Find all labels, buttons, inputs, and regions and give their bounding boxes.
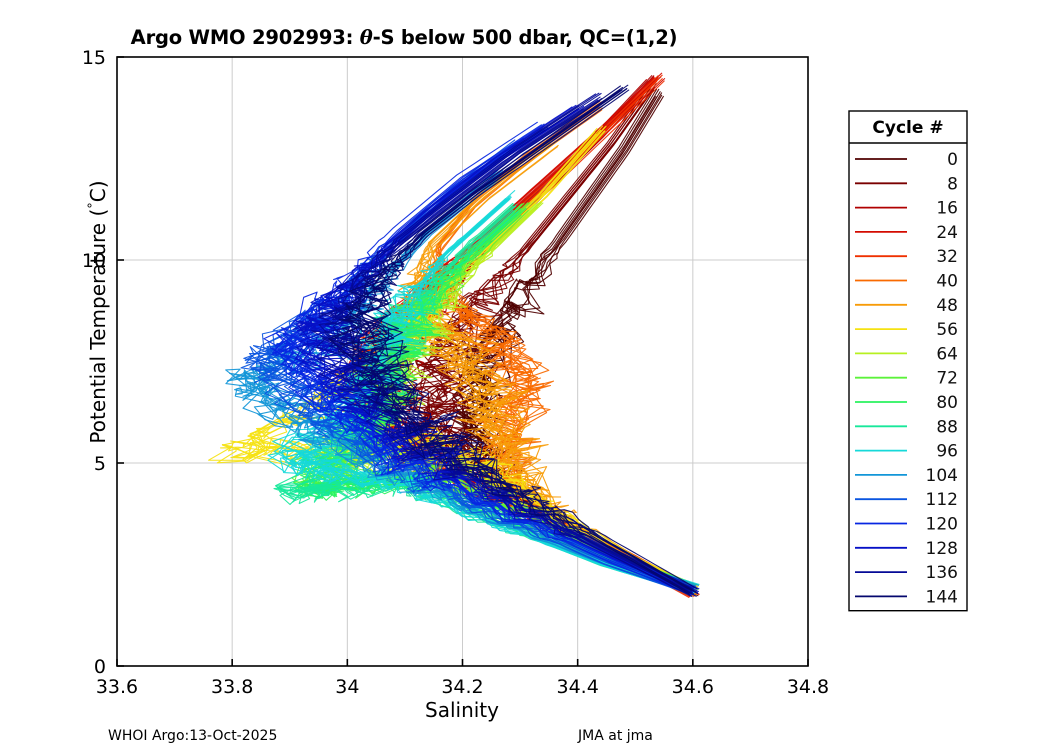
profile-line	[272, 124, 692, 591]
legend-item[interactable]: 96	[855, 442, 958, 462]
legend-item[interactable]: 136	[855, 563, 958, 583]
legend-item[interactable]: 32	[855, 247, 958, 267]
profile-line	[267, 198, 693, 594]
legend-item[interactable]: 0	[855, 150, 958, 170]
profile-line	[337, 85, 691, 590]
profile-line	[238, 169, 699, 586]
legend-item[interactable]: 24	[855, 223, 958, 243]
legend-item-label: 128	[926, 539, 958, 559]
legend-item-label: 0	[947, 150, 958, 170]
legend-item[interactable]: 16	[855, 199, 958, 219]
legend-item-label: 112	[926, 490, 958, 510]
profile-line	[356, 89, 699, 595]
x-tick-label: 34.2	[441, 676, 483, 698]
legend-item-label: 32	[936, 247, 958, 267]
x-tick-label: 33.8	[211, 676, 253, 698]
legend-item-label: 24	[936, 223, 958, 243]
profile-line	[339, 88, 697, 593]
x-tick-label: 34.4	[557, 676, 599, 698]
legend-item-label: 16	[936, 199, 958, 219]
legend-item-label: 80	[936, 393, 958, 413]
legend-item-label: 136	[926, 563, 958, 583]
axis-ticks: 33.6 33.8 34 34.2 34.4 34.6 34.8 0 5 10 15	[82, 47, 829, 698]
legend-item-label: 88	[936, 417, 958, 437]
y-tick-label: 5	[94, 453, 106, 475]
profile-line	[232, 176, 690, 594]
legend-item[interactable]: 48	[855, 296, 958, 316]
x-tick-label: 34	[335, 676, 359, 698]
y-tick-label: 10	[82, 250, 106, 272]
footer-right: JMA at jma	[577, 728, 653, 744]
title-prefix: Argo WMO 2902993:	[130, 26, 360, 49]
legend-item[interactable]: 64	[855, 344, 958, 364]
x-tick-label: 34.6	[672, 676, 714, 698]
legend-item[interactable]: 128	[855, 539, 958, 559]
title-suffix: -S below 500 dbar, QC=(1,2)	[372, 26, 678, 49]
legend-item[interactable]: 80	[855, 393, 958, 413]
profile-line	[298, 110, 692, 594]
legend-item[interactable]: 144	[855, 587, 958, 607]
legend-item-label: 144	[926, 587, 958, 607]
legend-item-label: 8	[947, 174, 958, 194]
legend-item[interactable]: 40	[855, 272, 958, 292]
legend-item-label: 48	[936, 296, 958, 316]
legend-item[interactable]: 88	[855, 417, 958, 437]
legend-item-label: 72	[936, 369, 958, 389]
legend-item-label: 96	[936, 442, 958, 462]
legend-title: Cycle #	[872, 118, 943, 138]
theta-symbol: θ	[359, 26, 373, 49]
legend-item-label: 40	[936, 272, 958, 292]
x-tick-label: 34.8	[787, 676, 829, 698]
data-curves	[208, 72, 700, 598]
profile-line	[267, 198, 695, 594]
profile-line	[352, 90, 690, 595]
legend-item-label: 64	[936, 344, 958, 364]
legend-item[interactable]: 56	[855, 320, 958, 340]
legend-item[interactable]: 104	[855, 466, 958, 486]
profile-line	[299, 108, 699, 593]
legend-item[interactable]: 72	[855, 369, 958, 389]
legend-item-label: 104	[926, 466, 958, 486]
legend-item[interactable]: 120	[855, 515, 958, 535]
legend-item[interactable]: 112	[855, 490, 958, 510]
y-tick-label: 0	[94, 656, 106, 678]
x-tick-label: 33.6	[96, 676, 138, 698]
legend-box	[848, 110, 968, 612]
legend[interactable]: Cycle #0 8 16 24 32 40 48 56 64 72 80 88 96 104 112 120…	[848, 110, 968, 612]
legend-item[interactable]: 8	[855, 174, 958, 194]
legend-item-label: 120	[926, 515, 958, 535]
profile-line	[324, 92, 694, 590]
legend-item-label: 56	[936, 320, 958, 340]
y-tick-label: 15	[82, 47, 106, 69]
footer-left: WHOI Argo:13-Oct-2025	[108, 728, 277, 744]
page-title: Argo WMO 2902993: θ-S below 500 dbar, QC…	[0, 26, 808, 49]
profile-line	[329, 86, 693, 592]
x-axis-label: Salinity	[425, 698, 499, 722]
